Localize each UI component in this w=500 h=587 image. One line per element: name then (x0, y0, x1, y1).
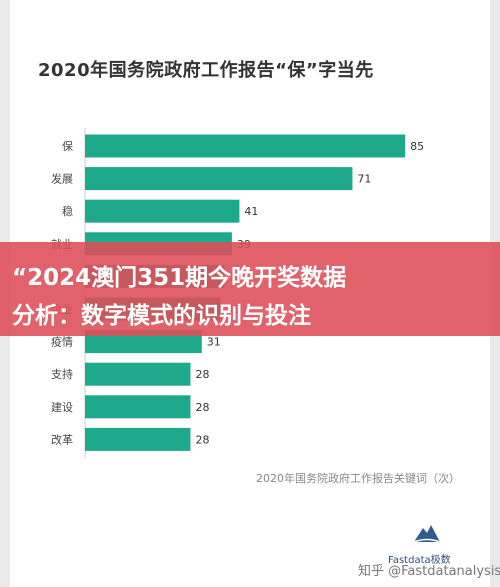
data-label: 28 (195, 433, 209, 446)
category-label: 改革 (51, 432, 73, 446)
data-label: 71 (357, 173, 371, 186)
chart-title: 2020年国务院政府工作报告“保”字当先 (38, 60, 374, 81)
headline-banner: “2024澳门351期今晚开奖数据 分析：数字模式的识别与投注 (0, 242, 500, 336)
fastdata-logo-icon (413, 525, 441, 543)
brand-name: Fastdata极数 (388, 555, 451, 566)
category-label: 疫情 (51, 335, 73, 349)
category-label: 稳 (62, 204, 73, 218)
category-label: 建设 (51, 400, 73, 414)
bar-2 (85, 199, 240, 223)
headline-line-1: “2024澳门351期今晚开奖数据 (12, 265, 347, 291)
bar-1 (85, 167, 353, 191)
watermark: 知乎 @Fastdatanalysis (358, 564, 500, 579)
category-label: 保 (62, 139, 73, 153)
data-label: 31 (207, 336, 221, 349)
chart-caption: 2020年国务院政府工作报告关键词（次） (256, 472, 460, 485)
category-label: 支持 (51, 367, 73, 381)
bar-0 (85, 134, 406, 158)
data-label: 85 (410, 140, 424, 153)
bar-7 (85, 362, 191, 386)
data-label: 28 (195, 401, 209, 414)
data-label: 28 (195, 368, 209, 381)
bar-8 (85, 395, 191, 419)
headline-line-2: 分析：数字模式的识别与投注 (12, 303, 311, 329)
category-label: 发展 (51, 172, 73, 186)
bar-9 (85, 427, 191, 451)
data-label: 41 (244, 205, 258, 218)
